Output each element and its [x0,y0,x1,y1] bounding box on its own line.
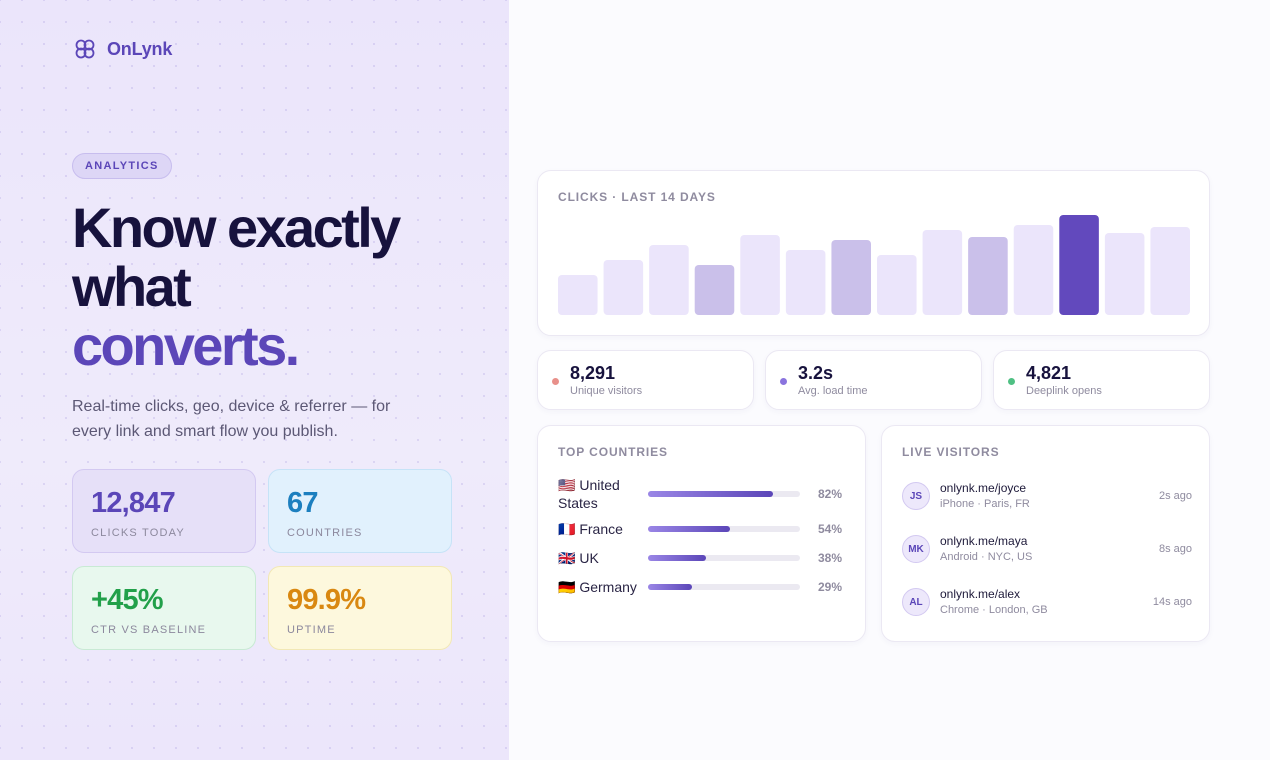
clicks-chart-card: CLICKS · LAST 14 DAYS [537,170,1210,336]
stat-label: COUNTRIES [287,527,363,539]
metric-value: 3.2s [798,363,834,383]
progress-fill [648,555,706,561]
progress-track [648,555,800,561]
chart-bar-1 [558,275,598,315]
hero-headline: Know exactly what converts. [72,198,492,375]
metric-value: 4,821 [1026,363,1072,383]
chart-bar-7 [831,240,871,315]
country-name: UK [579,550,599,566]
metric-label: Deeplink opens [1026,385,1102,397]
chart-bar-2 [603,260,644,315]
flag-icon: 🇬🇧 [558,550,576,566]
chart-bar-10 [968,237,1008,315]
country-row: 🇩🇪 Germany 29% [558,578,848,596]
live-visitors-title: LIVE VISITORS [902,445,1000,459]
stat-card-ctr: +45% CTR VS BASELINE [72,566,256,650]
hero-subtitle: Real-time clicks, geo, device & referrer… [72,398,391,440]
chart-bar-8 [877,255,917,315]
stat-value: +45% [91,584,164,616]
headline-line-3: converts. [72,314,300,377]
clicks-bar-chart [558,215,1190,315]
metric-deeplink-opens: 4,821 Deeplink opens [993,350,1210,410]
stat-label: CLICKS TODAY [91,527,185,539]
avatar: AL [902,588,930,616]
visitor-meta: iPhone · Paris, FR [940,498,1030,510]
headline-line-2: what [72,255,192,318]
visitor-row[interactable]: AL onlynk.me/alex Chrome · London, GB 14… [902,587,1192,617]
chart-bar-11 [1013,225,1054,315]
stat-grid: 12,847 CLICKS TODAY 67 COUNTRIES +45% CT… [72,469,452,650]
status-dot [780,377,787,385]
brand-name: OnLynk [107,38,173,59]
metric-label: Avg. load time [798,385,868,397]
flag-icon: 🇫🇷 [558,521,576,537]
brand-logo[interactable]: OnLynk [73,37,172,61]
chart-bar-14 [1150,227,1190,315]
country-percent: 82% [818,487,843,501]
visitor-time: 14s ago [1152,596,1192,608]
avatar: MK [902,535,930,563]
section-badge: ANALYTICS [72,153,172,179]
progress-fill [648,491,773,497]
visitor-link[interactable]: onlynk.me/alex [940,587,1021,601]
visitor-meta: Chrome · London, GB [940,604,1048,616]
country-row: 🇬🇧 UK 38% [558,549,848,567]
visitor-link[interactable]: onlynk.me/maya [940,534,1028,548]
stat-value: 99.9% [287,584,366,616]
country-row: 🇫🇷 France 54% [558,520,848,538]
live-visitors-card: LIVE VISITORS JS onlynk.me/joyce iPhone … [881,425,1210,642]
hero-panel: OnLynk ANALYTICS Know exactly what conve… [0,0,509,760]
visitor-row[interactable]: MK onlynk.me/maya Android · NYC, US 8s a… [902,534,1192,564]
chart-bar-13 [1104,233,1145,315]
visitor-meta: Android · NYC, US [940,551,1033,563]
headline-line-1: Know exactly [72,196,401,259]
metric-load-time: 3.2s Avg. load time [765,350,982,410]
chart-title: CLICKS · LAST 14 DAYS [558,190,716,204]
country-name: Germany [579,579,637,595]
flag-icon: 🇩🇪 [558,579,576,595]
status-dot [1008,377,1015,385]
clover-icon [75,39,95,59]
chart-bar-12 [1059,215,1099,315]
metric-unique-visitors: 8,291 Unique visitors [537,350,754,410]
top-countries-card: TOP COUNTRIES 🇺🇸 United States 82% 🇫🇷 Fr… [537,425,866,642]
chart-bar-3 [649,245,689,315]
stat-value: 12,847 [91,487,176,519]
visitor-row[interactable]: JS onlynk.me/joyce iPhone · Paris, FR 2s… [902,481,1192,511]
visitor-link[interactable]: onlynk.me/joyce [940,481,1027,495]
visitor-time: 2s ago [1158,490,1192,502]
chart-bar-6 [785,250,826,315]
stat-card-uptime: 99.9% UPTIME [268,566,452,650]
flag-icon: 🇺🇸 [558,477,576,493]
stat-label: CTR VS BASELINE [91,624,207,636]
countries-title: TOP COUNTRIES [558,445,668,459]
avatar: JS [902,482,930,510]
chart-bar-5 [740,235,780,315]
progress-fill [648,526,731,532]
stat-value: 67 [287,487,318,519]
stat-card-countries: 67 COUNTRIES [268,469,452,553]
progress-track [648,526,800,532]
country-percent: 29% [818,580,843,594]
country-percent: 38% [818,551,843,565]
metric-label: Unique visitors [570,385,643,397]
metric-value: 8,291 [570,363,616,383]
status-dot [552,377,559,385]
stat-card-clicks: 12,847 CLICKS TODAY [72,469,256,553]
stat-label: UPTIME [287,624,336,636]
country-name: France [579,521,623,537]
progress-fill [648,584,693,590]
visitor-time: 8s ago [1158,543,1192,555]
chart-bar-4 [694,265,735,315]
country-percent: 54% [818,522,843,536]
country-row: 🇺🇸 United States 82% [558,476,848,512]
chart-bar-9 [922,230,963,315]
progress-track [648,584,800,590]
progress-track [648,491,800,497]
country-name: United States [558,477,620,511]
